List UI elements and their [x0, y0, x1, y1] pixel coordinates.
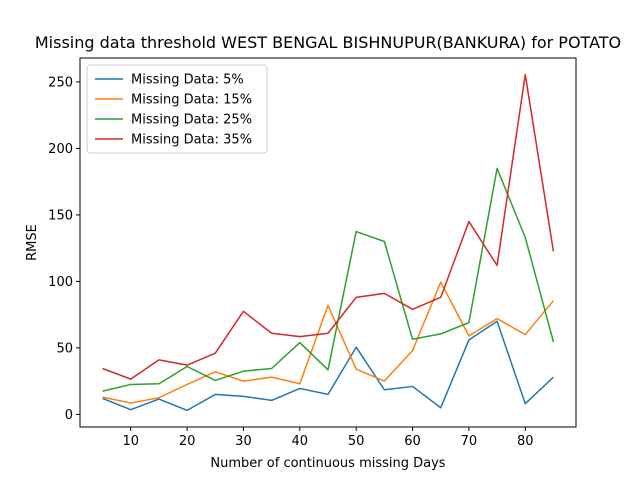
legend: Missing Data: 5% Missing Data: 15% Missing… — [86, 64, 268, 154]
legend-entry: Missing Data: 25% — [131, 113, 252, 128]
y-tick-label: 200 — [48, 142, 73, 157]
y-axis-label: RMSE — [25, 224, 40, 261]
series-line-1 — [102, 320, 554, 412]
series-layer — [102, 73, 555, 412]
x-tick-label: 30 — [235, 434, 252, 449]
x-tick-label: 20 — [179, 434, 196, 449]
legend-entry: Missing Data: 15% — [131, 93, 252, 108]
chart-title: Missing data threshold WEST BENGAL BISHN… — [35, 33, 621, 52]
y-tick-label: 250 — [48, 75, 73, 90]
x-tick-label: 40 — [292, 434, 309, 449]
y-tick-label: 50 — [56, 341, 73, 356]
axes-layer: 10 20 30 40 50 60 70 80 0 50 100 150 200 250 — [48, 75, 533, 449]
series-line-2 — [102, 281, 555, 404]
y-tick-label: 100 — [48, 275, 73, 290]
series-line-4 — [102, 73, 555, 380]
x-tick-label: 60 — [404, 434, 421, 449]
y-tick-label: 150 — [48, 208, 73, 223]
series-line-3 — [102, 167, 555, 392]
x-tick-label: 10 — [122, 434, 139, 449]
x-tick-label: 70 — [461, 434, 478, 449]
legend-entry: Missing Data: 5% — [131, 73, 244, 88]
plot-frame — [79, 57, 577, 428]
x-tick-label: 80 — [517, 434, 534, 449]
y-tick-label: 0 — [65, 408, 73, 423]
legend-box — [86, 64, 268, 154]
x-tick-label: 50 — [348, 434, 365, 449]
legend-entry: Missing Data: 35% — [131, 133, 252, 148]
x-axis-label: Number of continuous missing Days — [210, 456, 445, 471]
